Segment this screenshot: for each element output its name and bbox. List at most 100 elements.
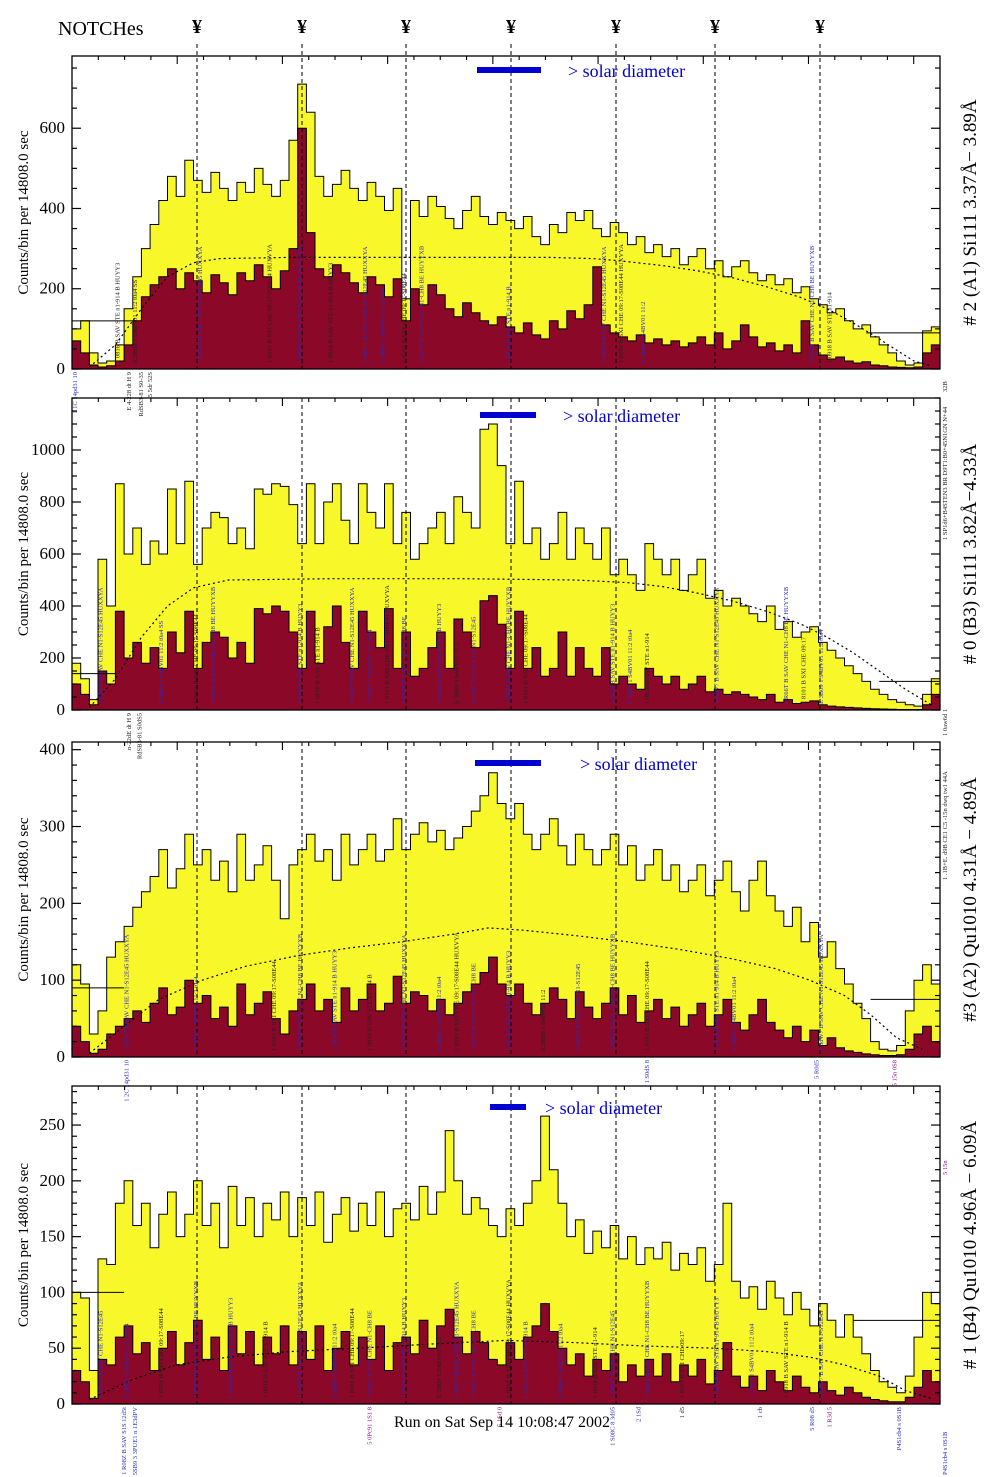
event-annotation: 1 0918 B SAV STE n1-914 B [262, 1321, 269, 1398]
event-annotation: 1 R66T B SAV CHE N1-CH8 BE HUYYXB [297, 933, 304, 1051]
below-axis-annotation: 5 5dr 52S [147, 372, 154, 398]
side-note-annotation: 5 15n [942, 1160, 949, 1175]
yellow-histogram [72, 772, 940, 1057]
event-annotation: E 3B09 1 S4BV01 11:2 t0a4 [731, 976, 738, 1051]
y-tick-label: 200 [40, 1171, 66, 1190]
event-annotation: 1 0918 B SAV STE n1-914 [592, 1327, 599, 1398]
event-annotation: 1 R66T B SAV CHE N1-CH8 BE [471, 963, 478, 1051]
event-annotation: 1 8101 B SXI CHE 09:17-S08E44 [644, 961, 651, 1051]
event-annotation: 1 0816 B SAV STE n1-914 B HUYY3 [714, 951, 721, 1051]
event-annotation: 1 0918 B SAV STE n1-914 [827, 292, 834, 363]
event-annotation: 1 R66T B SAV CHE N1-CH8 BE HUYYXB [783, 586, 790, 704]
event-annotation: 1 8101 B SXI CHE 09:17-S08E44 HUXVYA [384, 585, 391, 704]
y-tick-label: 200 [40, 279, 66, 298]
y-tick-label: 800 [40, 492, 66, 511]
below-axis-annotation: 5 R08 d5 [809, 1407, 816, 1431]
notch-symbol: ¥ [611, 16, 621, 38]
event-annotation: 1 0816 B SAV STE n1-914 B HUYY3 [115, 263, 122, 363]
event-annotation: 1 0816 B SAV STE n1-914 B [523, 1321, 530, 1398]
event-annotation: 1 8101 B SXI CHE 09:17-S08E44 [158, 1308, 165, 1398]
event-annotation: 1 6dW7 B SAV CHE N1-S12E45 HUXXYA [297, 1281, 304, 1398]
event-annotation: 1 6dW7 B SAV CHE N1-S12E45 [575, 964, 582, 1051]
y-tick-label: 50 [48, 1338, 65, 1357]
below-axis-annotation: 1 1C 14pd31 10 [72, 372, 79, 414]
event-annotation: 1 R66T B SAV CHE N1-CH8 BE HUYYXB [610, 933, 617, 1051]
side-note-annotation: 1 .1B+E. d9B CE1 C5 -15n dwq tw1 44A [942, 771, 949, 880]
below-axis-annotation: E 4-228 dt H 9 [126, 372, 133, 411]
dark-red-histogram-outline [72, 1303, 941, 1404]
event-annotation: 1 R66T B SAV CHE N1-CH8 BE [366, 1310, 373, 1398]
panel-1: 0 200 400 600 Counts/bin per 14808.0 sec # 2 … [16, 44, 981, 417]
y-axis-label: Counts/bin per 14808.0 sec [16, 130, 32, 294]
event-annotation: 1 R66T B SAV CHE N1-CH8 BE HUYYXB [193, 1280, 200, 1398]
y-tick-label: 400 [40, 198, 66, 217]
panel-3: 0 100 200 300 400 Counts/bin per 14808.0 sec #… [16, 740, 981, 1102]
event-annotation: 1 8101 B SXI CHE 09:17-S08E44 [401, 273, 408, 363]
below-axis-annotation: 5 0Pc91 1S1 8 [366, 1407, 373, 1445]
event-annotation: 1 R66T B SAV CHE N1-CH8 BE HUYYXB [297, 245, 304, 363]
event-annotation: E 3B09 1 S4BV01 11:2 t0a4 [123, 1323, 130, 1398]
dark-red-histogram-outline [72, 127, 941, 369]
event-annotation: 1 6dW7 B SAV CHE N1-S12E45 HUXXYA [453, 1281, 460, 1398]
notch-symbol: ¥ [192, 16, 202, 38]
event-annotation: E 3B09 1 S4BV01 11:2 [436, 1336, 443, 1398]
y-tick-label: 100 [40, 970, 66, 989]
solar-diameter-label: > solar diameter [568, 61, 685, 81]
event-annotation: E 3B09 1 S4BV01 11:2 t0a4 [366, 629, 373, 704]
event-annotation: 1 0816 B SAV STE n1-914 B HUYY3 [228, 1298, 235, 1398]
event-annotation: E 3B09 1 S4BV01 11:2 t0a4 [627, 629, 634, 704]
event-annotation: 1 6dW7 B SAV CHE N1-S12E45 HUXXYA [123, 934, 130, 1051]
event-annotation: E 3B09 1 S4BV01 11:2 t0a4 [748, 1323, 755, 1398]
event-annotation: 1 8101 B SXI CHE 09:17-S08E44 HUXVYA [505, 1279, 512, 1398]
event-annotation: 1 0816 B SAV STE n1-914 B HUYY3 [505, 951, 512, 1051]
below-axis-annotation: 5 R0d5 [813, 1060, 820, 1079]
event-annotation: 1 R66T B SAV CHE N1-CH8 BE HUYYXB [210, 586, 217, 704]
event-annotation: E 3B09 1 S4BV01 11:2 t0a4 [332, 1323, 339, 1398]
event-annotation: 1 R66T B SAV CHE N1-CH8 BE [471, 1310, 478, 1398]
event-annotation: 1 0918 B SAV STE n1-914 B [314, 627, 321, 704]
event-annotation: 1 8101 B SXI CHE 09:17-S08E44 [193, 614, 200, 704]
below-axis-annotation: T0d 5SB9 3 3PUE1 n 1E3dPV [132, 1407, 139, 1477]
panel-border [71, 741, 941, 1058]
event-annotation: E 3B09 1 S4BV01 11:2 t0a4 [557, 1323, 564, 1398]
solar-diameter-bar [477, 67, 541, 73]
event-annotation: 1 0918 B SAV STE n1-914 B HUYY3 [327, 263, 334, 363]
yellow-histogram-outline [72, 1115, 941, 1404]
event-annotation: E 3B09 1 S4BV01 11:2 t0a4 [436, 976, 443, 1051]
panel-border [71, 1085, 941, 1405]
solar-diameter-bar [480, 412, 536, 418]
notch-symbol-row: ¥ ¥ ¥ ¥ ¥ ¥ ¥ [0, 16, 1004, 42]
event-annotation: 1 6dW7 B SAV CHE N1-S12E45 HUXXYA [401, 934, 408, 1051]
solar-diameter-bar [490, 1104, 526, 1110]
below-axis-annotation: RdSB3-81 S0-35 [138, 372, 145, 417]
below-axis-annotation: 5 1Sd 0 [497, 1407, 504, 1427]
notch-symbol: ¥ [710, 16, 720, 38]
y-tick-label: 200 [40, 893, 66, 912]
y-tick-label: 400 [40, 740, 66, 759]
y-tick-label: 250 [40, 1115, 66, 1134]
below-axis-annotation: 1 2C 14pd31 10 [123, 1060, 130, 1102]
event-annotation: 1 0816 B SAV STE n1-914 B HUYY3 [401, 1298, 408, 1398]
run-timestamp: Run on Sat Sep 14 10:08:47 2002 [393, 1414, 610, 1431]
event-annotation: 1 8101 B SXI CHE 09:17 [800, 636, 807, 704]
event-annotation: 1 6dW7 B SAV CHE N1-S12E45 HUXXYA [349, 587, 356, 704]
event-annotation: E 3B09 1 S4BV01 11:2 [453, 642, 460, 704]
event-annotation: 1 0816 B SAV STE n1-914 B HUYY3 [297, 604, 304, 704]
event-annotation: 1 6dW7 B SAV CHE N1-S12E45 HUXXYA [197, 246, 204, 363]
y-tick-label: 150 [40, 1227, 66, 1246]
event-annotation: 1 0816 B SAV STE n1-914 B [505, 286, 512, 363]
y-tick-label: 0 [57, 359, 66, 378]
event-annotation: 1 8101 B SXI CHE 09:17-S08E44 [271, 961, 278, 1051]
event-annotation: 1 6dW7 B SAV CHE N1-S12E45 HUXXYA [714, 587, 721, 704]
event-annotation: E 3B09 1 S4BV01 11:2 [640, 301, 647, 363]
event-annotation: 1 6dW7 B SAV CHE N1-S12E45 HUXXYA [601, 246, 608, 363]
event-annotation: 1 0816 B SAV STE n1-914 B HUYY3 [714, 1298, 721, 1398]
y-tick-label: 400 [40, 596, 66, 615]
event-annotation: E 3B09 1 S4BV01 11:2 [540, 989, 547, 1051]
event-annotation: 1 6dW7 B SAV CHE N1-S12E45 HUXXYA [362, 246, 369, 363]
yellow-histogram-outline [72, 423, 941, 710]
event-annotation: 1 6dW7 B SAV CHE N1-S12E45 [610, 1311, 617, 1398]
below-axis-annotation: 2 1Sd [636, 1406, 643, 1422]
event-annotation: 1 8101 B SXI CHE 09:17 [679, 1330, 686, 1398]
below-axis-annotation: 1 S0dS 8 [644, 1060, 651, 1083]
